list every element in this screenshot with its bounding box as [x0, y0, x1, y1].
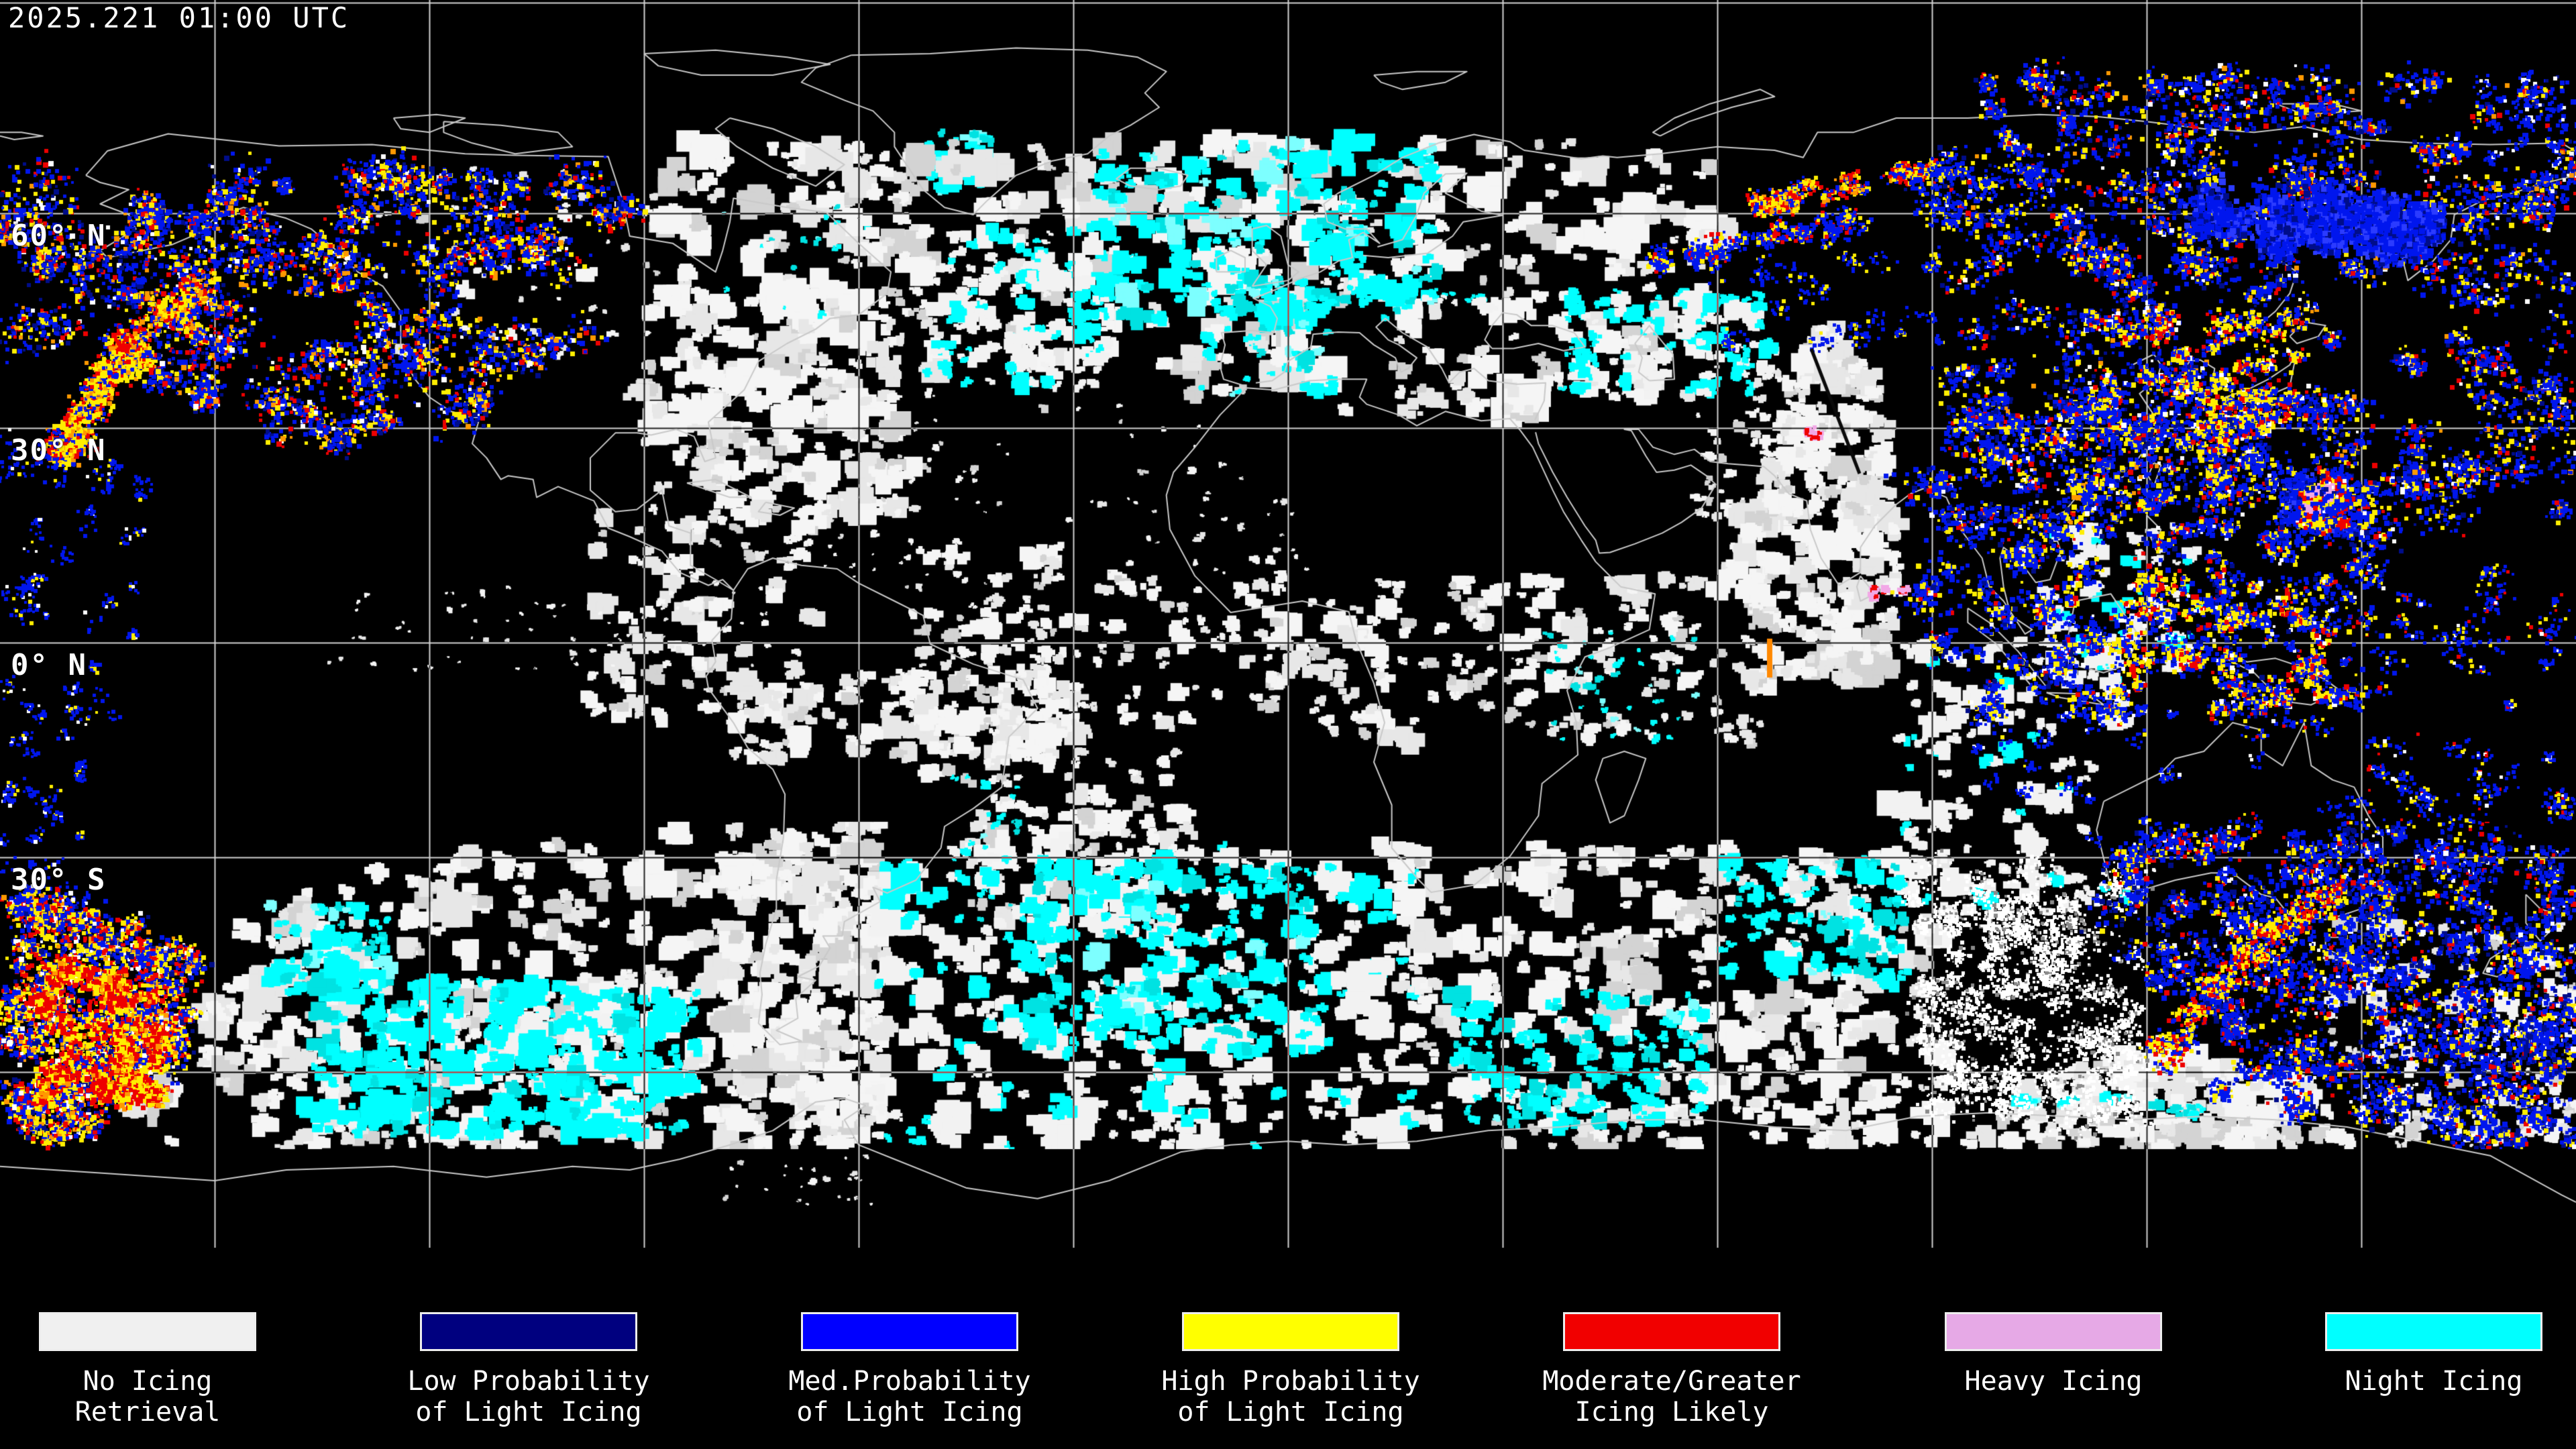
lat-label-60n: 60° N	[11, 219, 107, 253]
lat-label-30n: 30° N	[11, 433, 107, 468]
lat-label-0n: 0° N	[11, 648, 87, 682]
lat-label-30s: 30° S	[11, 863, 107, 897]
timestamp-label: 2025.221 01:00 UTC	[8, 1, 350, 34]
